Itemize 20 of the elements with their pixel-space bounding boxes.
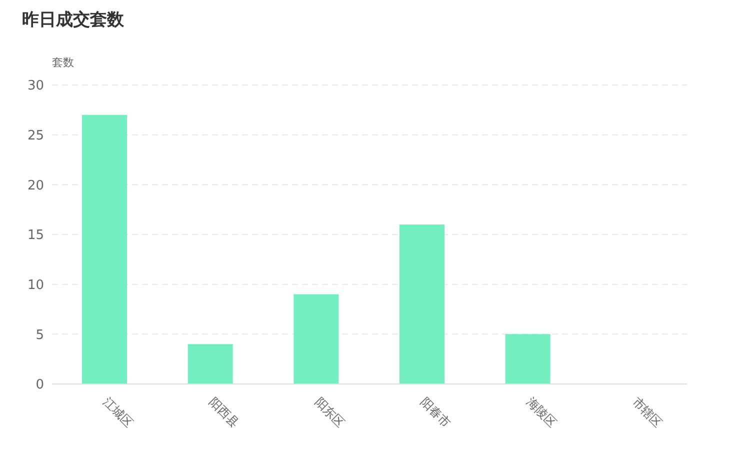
x-tick-label: 江城区: [100, 394, 136, 430]
x-tick-label: 阳东区: [312, 394, 348, 430]
chart-title: 昨日成交套数: [22, 9, 124, 31]
y-tick-label: 30: [27, 78, 44, 94]
bar: [188, 344, 233, 384]
bar: [400, 224, 444, 384]
y-tick-label: 0: [36, 378, 44, 393]
x-tick-label: 阳春市: [418, 394, 454, 430]
bar: [294, 294, 339, 384]
y-tick-label: 5: [36, 328, 44, 343]
y-tick-label: 25: [27, 128, 44, 144]
y-axis-title: 套数: [52, 55, 74, 70]
y-tick-label: 15: [27, 228, 44, 244]
x-tick-label: 阳西县: [206, 394, 242, 430]
x-tick-label: 海陵区: [524, 394, 560, 430]
bar: [82, 114, 127, 384]
x-tick-label: 市辖区: [630, 394, 665, 430]
y-tick-label: 10: [27, 278, 44, 293]
bar: [505, 334, 550, 384]
y-tick-label: 20: [27, 178, 44, 194]
